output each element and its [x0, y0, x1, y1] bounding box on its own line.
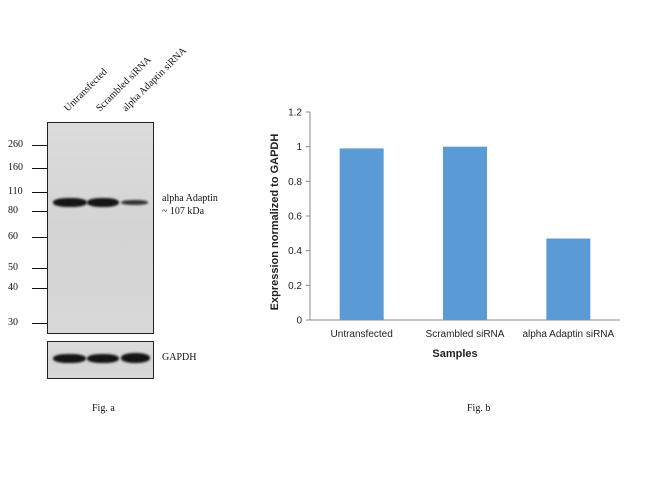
mw-marker-160: 160 [8, 162, 50, 174]
western-blot-figure: Untransfected Scrambled siRNA alpha Adap… [0, 0, 260, 430]
gapdh-band-scrambled-sirna [87, 354, 119, 363]
x-tick-label: Scrambled siRNA [426, 329, 505, 340]
y-tick-label: 0.4 [288, 246, 302, 257]
band-untransfected [53, 198, 87, 207]
mw-marker-60: 60 [8, 231, 50, 243]
band-label-molecular-weight: ~ 107 kDa [162, 206, 205, 217]
y-tick-label: 1.2 [288, 108, 302, 119]
blot-panel-alpha-adaptin [47, 122, 154, 334]
bar-scrambled-sirna [443, 146, 487, 320]
band-alpha-adaptin-sirna [121, 200, 148, 205]
y-tick-label: 0.2 [288, 281, 302, 292]
figure-a-caption: Fig. a [92, 403, 115, 414]
x-axis-title: Samples [432, 348, 477, 360]
x-tick-label: Untransfected [331, 329, 393, 340]
gapdh-band-alpha-adaptin-sirna [121, 353, 150, 363]
expression-bar-chart: 0 0.2 0.4 0.6 0.8 1 1.2 Untransfected Scrambled… [269, 108, 620, 360]
mw-marker-30: 30 [8, 317, 50, 329]
bar-alpha-adaptin-sirna [546, 238, 591, 320]
x-tick-label: alpha Adaptin siRNA [522, 329, 614, 340]
mw-marker-80: 80 [8, 205, 50, 217]
y-tick-label: 0.6 [288, 212, 302, 223]
y-tick-label: 0.8 [288, 177, 302, 188]
blot-panel-gapdh [47, 341, 154, 379]
band-label-alpha-adaptin: alpha Adaptin [162, 193, 218, 204]
mw-marker-50: 50 [8, 262, 50, 274]
loading-control-label: GAPDH [162, 352, 197, 363]
bar-series [339, 146, 591, 320]
y-tick-label: 0 [296, 316, 302, 327]
y-axis-ticks: 0 0.2 0.4 0.6 0.8 1 1.2 [288, 108, 310, 327]
x-axis-tick-labels: Untransfected Scrambled siRNA alpha Adapti… [331, 329, 615, 340]
gapdh-band-untransfected [53, 354, 86, 363]
mw-marker-110: 110 [8, 186, 50, 198]
figure-b-caption: Fig. b [467, 403, 491, 414]
y-tick-label: 1 [296, 142, 302, 153]
mw-marker-260: 260 [8, 139, 50, 151]
y-axis-title: Expression normalized to GAPDH [269, 134, 281, 311]
mw-marker-40: 40 [8, 282, 50, 294]
bar-untransfected [339, 148, 384, 320]
band-scrambled-sirna [87, 198, 119, 207]
